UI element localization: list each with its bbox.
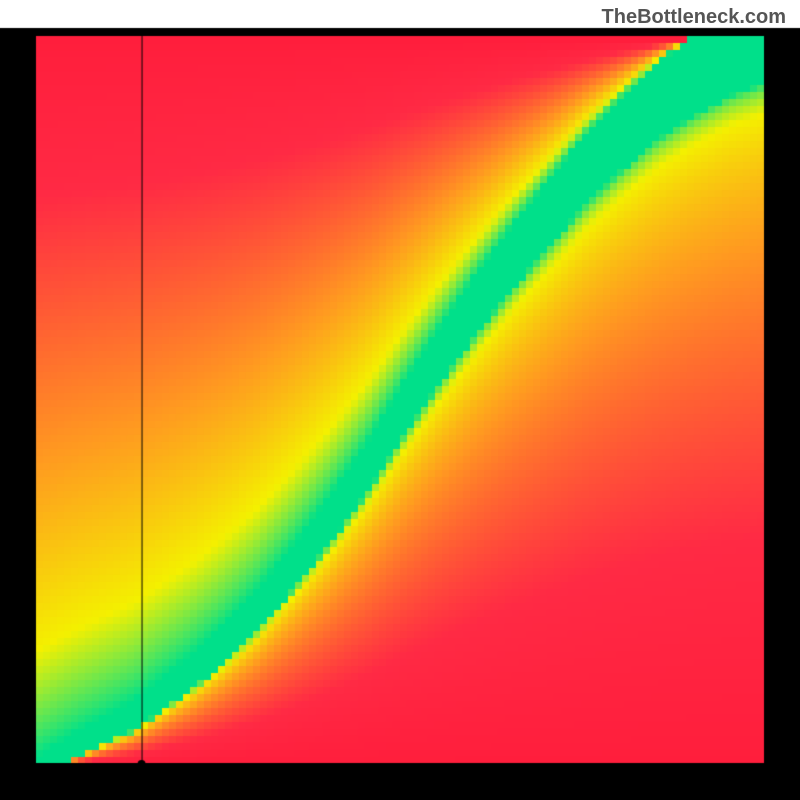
chart-container: TheBottleneck.com xyxy=(0,0,800,800)
attribution-label: TheBottleneck.com xyxy=(602,6,786,29)
heatmap-canvas xyxy=(0,0,800,800)
